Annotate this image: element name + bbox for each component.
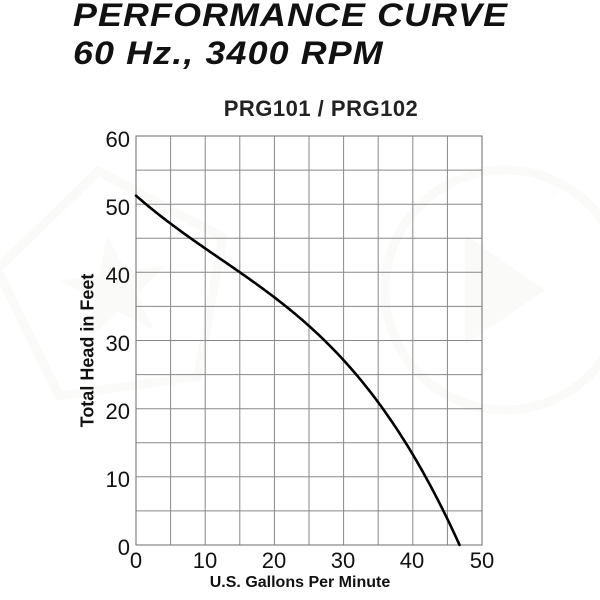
svg-text:®: ® — [548, 184, 559, 201]
